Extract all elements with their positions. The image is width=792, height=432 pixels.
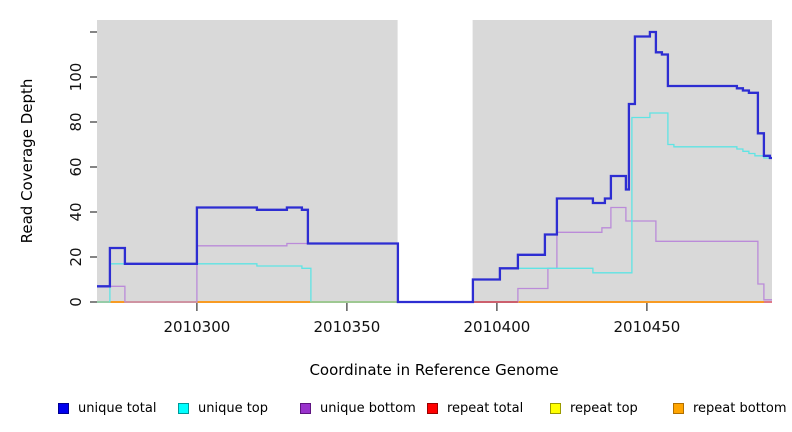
x-axis-title: Coordinate in Reference Genome	[309, 361, 558, 379]
legend-item-unique-total: unique total	[58, 399, 156, 417]
legend-label: unique top	[198, 400, 269, 416]
series-lines	[97, 30, 772, 304]
legend-swatch-icon	[673, 402, 684, 414]
y-tick-label: 40	[67, 202, 85, 221]
x-tick-label: 2010400	[463, 318, 530, 336]
legend-swatch-icon	[300, 402, 311, 414]
legend-item-repeat-top: repeat top	[550, 399, 638, 417]
legend-swatch-icon	[178, 402, 189, 414]
legend-label: repeat total	[447, 400, 524, 416]
legend-swatch-icon	[550, 402, 561, 414]
x-tick-label: 2010350	[313, 318, 380, 336]
y-tick-label: 0	[67, 297, 85, 307]
legend-swatch-icon	[427, 402, 438, 414]
x-tick-label: 2010300	[163, 318, 230, 336]
legend-label: unique total	[78, 400, 157, 416]
legend-item-repeat-bottom: repeat bottom	[673, 399, 787, 417]
axes: 0 20 40 60 80 100 2010300 2010350 2010400 2010450	[67, 31, 680, 336]
legend-label: repeat top	[570, 400, 638, 416]
legend-item-repeat-total: repeat total	[427, 399, 523, 417]
legend-item-unique-bottom: unique bottom	[300, 399, 416, 417]
masked-region	[397, 20, 473, 303]
series-unique-top	[97, 112, 772, 303]
x-tick-label: 2010450	[613, 318, 680, 336]
legend-item-unique-top: unique top	[178, 399, 268, 417]
series-unique-total	[97, 30, 772, 304]
legend-label: unique bottom	[320, 400, 416, 416]
legend-label: repeat bottom	[693, 400, 787, 416]
y-tick-label: 80	[67, 112, 85, 131]
y-tick-label: 60	[67, 157, 85, 176]
plot-panel	[97, 20, 772, 303]
y-axis-title: Read Coverage Depth	[18, 79, 36, 244]
legend-swatch-icon	[58, 402, 69, 414]
y-tick-label: 20	[67, 247, 85, 266]
y-tick-label: 100	[67, 63, 85, 92]
series-unique-bottom	[97, 206, 772, 303]
